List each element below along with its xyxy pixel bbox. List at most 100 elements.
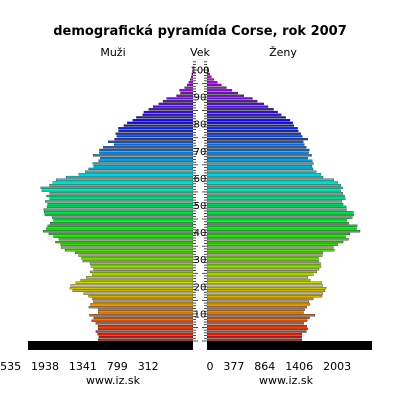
male-bar xyxy=(95,330,194,333)
male-bar xyxy=(47,224,194,227)
male-bar xyxy=(75,281,194,284)
male-bar xyxy=(166,97,194,100)
male-bar xyxy=(51,216,194,219)
male-tick-label: 312 xyxy=(138,360,159,373)
female-bar xyxy=(206,110,278,114)
female-tick-label: 1406 xyxy=(285,360,313,373)
female-bar xyxy=(206,287,327,290)
male-bar xyxy=(92,297,194,301)
female-bar xyxy=(206,159,313,162)
female-bar xyxy=(206,311,304,314)
male-bar xyxy=(86,276,194,279)
female-bar xyxy=(206,257,319,260)
male-bar xyxy=(162,100,194,103)
female-bar xyxy=(206,219,347,222)
female-bar xyxy=(206,314,316,317)
female-bar xyxy=(206,184,341,187)
female-bar xyxy=(206,289,326,292)
male-bar xyxy=(64,249,194,252)
male-bar xyxy=(123,124,194,127)
male-bar xyxy=(89,270,194,274)
male-bar xyxy=(44,213,194,217)
male-tick-label: 799 xyxy=(107,360,128,373)
male-bar xyxy=(142,113,194,116)
female-bar xyxy=(206,127,298,130)
female-bar xyxy=(206,89,233,92)
male-bar xyxy=(176,94,194,97)
female-bar xyxy=(206,249,335,252)
female-bar xyxy=(206,78,214,81)
male-bar xyxy=(53,235,194,238)
male-bar xyxy=(179,89,194,92)
female-bar xyxy=(206,116,286,119)
male-bar xyxy=(153,105,194,108)
female-bar xyxy=(206,175,324,179)
male-bar xyxy=(69,287,194,290)
age-tick-label: 60 xyxy=(194,174,207,185)
male-bar xyxy=(83,292,194,295)
age-tick-label: 40 xyxy=(194,228,207,239)
female-bar xyxy=(206,156,308,160)
male-bar xyxy=(98,311,194,314)
male-bar xyxy=(107,140,194,143)
male-bar xyxy=(58,238,194,241)
female-bar xyxy=(206,154,312,157)
female-bar xyxy=(206,262,321,265)
male-bar xyxy=(95,322,194,325)
male-bar xyxy=(187,83,194,87)
female-bar xyxy=(206,140,304,143)
male-bar xyxy=(92,162,194,165)
female-bar xyxy=(206,338,303,341)
male-bar xyxy=(60,243,194,246)
female-bar xyxy=(206,303,311,306)
male-bar xyxy=(78,254,194,257)
male-bar xyxy=(49,184,194,187)
female-bar xyxy=(206,208,347,211)
female-bar xyxy=(206,91,238,95)
female-bar xyxy=(206,203,344,206)
female-tick-label: 2003 xyxy=(323,360,351,373)
age-tick-label: 70 xyxy=(194,147,207,158)
male-bar xyxy=(44,200,194,203)
female-bar xyxy=(206,192,344,195)
male-bar xyxy=(88,167,194,171)
male-bar xyxy=(47,203,194,206)
age-tick-label: 50 xyxy=(194,201,207,212)
male-bar xyxy=(80,278,194,282)
male-bar xyxy=(158,102,194,105)
female-tick-label: 377 xyxy=(223,360,244,373)
male-bar xyxy=(89,314,194,317)
male-tick-label: 2535 xyxy=(0,360,21,373)
age-tick-label: 20 xyxy=(194,282,207,293)
male-bar xyxy=(43,230,194,233)
male-bar xyxy=(93,316,194,320)
male-bar xyxy=(98,338,194,341)
male-bar xyxy=(98,159,194,162)
male-bar xyxy=(97,333,194,336)
female-bar xyxy=(206,129,299,133)
female-bar xyxy=(206,135,303,138)
female-tick-label: 864 xyxy=(254,360,275,373)
female-bar xyxy=(206,270,317,274)
female-bar xyxy=(206,265,322,268)
female-bar xyxy=(206,240,344,244)
male-bar xyxy=(103,146,194,149)
female-bar xyxy=(206,335,302,339)
male-bar xyxy=(99,148,194,152)
female-bar xyxy=(206,327,308,330)
female-bar xyxy=(206,322,304,325)
female-bar xyxy=(206,108,274,111)
female-bar xyxy=(206,173,322,176)
female-bar xyxy=(206,148,310,152)
female-bar xyxy=(206,181,338,184)
female-bar xyxy=(206,124,295,127)
male-bar xyxy=(93,165,194,168)
female-bar xyxy=(206,297,314,301)
age-axis: 10 20 30 40 50 60 70 80 90 100 xyxy=(190,58,210,342)
female-bar xyxy=(206,151,309,154)
female-bar xyxy=(206,259,319,263)
female-bar xyxy=(206,94,244,97)
male-bar xyxy=(65,175,194,179)
male-bar xyxy=(75,251,194,255)
